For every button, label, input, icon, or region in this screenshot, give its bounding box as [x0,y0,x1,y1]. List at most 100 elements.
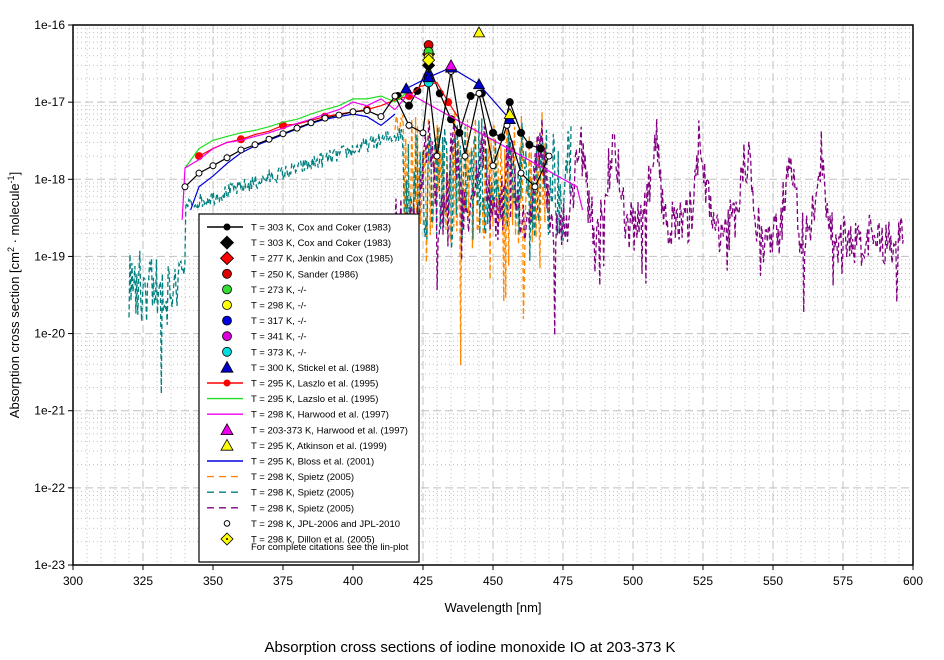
data-point [237,135,245,144]
data-point [422,53,436,67]
data-point [545,152,553,160]
data-point [472,26,486,38]
legend-label: T = 273 K, -/- [251,285,307,296]
y-tick-label: 1e-22 [34,481,65,495]
y-axis-label-part: · molecule [7,183,22,247]
legend-item: T = 273 K, -/- [222,284,307,296]
x-tick-label: 350 [203,574,223,588]
x-tick-label: 375 [273,574,293,588]
x-tick-label: 300 [63,574,83,588]
data-point [405,101,413,110]
legend-label: T = 250 K, Sander (1986) [251,269,358,280]
legend-label: T = 298 K, JPL-2006 and JPL-2010 [251,519,400,530]
legend-item: T = 295 K, Bloss et al. (2001) [207,457,374,468]
y-tick-label: 1e-21 [34,404,65,418]
y-tick-label: 1e-17 [34,95,65,109]
legend-item: T = 317 K, -/- [222,315,307,327]
legend-label: T = 303 K, Cox and Coker (1983) [251,238,391,249]
x-tick-label: 475 [553,574,573,588]
data-point [349,108,357,116]
legend-item: T = 277 K, Jenkin and Cox (1985) [219,251,393,266]
legend-item: T = 341 K, -/- [222,331,307,343]
legend-swatch-marker [222,268,232,279]
legend-item: T = 373 K, -/- [222,346,307,358]
x-tick-label: 325 [133,574,153,588]
plot-area [128,26,905,394]
legend-item: T = 250 K, Sander (1986) [222,268,358,280]
data-point [181,183,189,191]
x-axis-label: Wavelength [nm] [444,600,541,615]
y-axis: 1e-16 1e-17 1e-18 1e-19 1e-20 1e-21 1e-22 1e-23 [34,18,73,572]
data-point [461,152,469,160]
data-point [433,152,441,160]
y-tick-label: 1e-19 [34,249,65,263]
data-point [251,141,259,149]
data-point [503,107,516,119]
series-line [184,71,550,188]
y-axis-label-part: Absorption cross section [cm [7,252,22,418]
legend-label: T = 298 K, Spietz (2005) [251,503,354,514]
series-line [394,119,905,336]
legend-item: T = 203-373 K, Harwood et al. (1997) [220,422,408,436]
data-point [444,59,458,71]
x-tick-label: 400 [343,574,363,588]
y-tick-label: 1e-20 [34,327,65,341]
legend-swatch-marker [223,379,231,387]
legend-swatch-marker [222,284,232,295]
legend-swatch-marker [222,315,232,326]
legend-item: T = 300 K, Stickel et al. (1988) [220,360,379,374]
data-point [391,92,399,100]
data-point [475,89,483,97]
data-point [293,124,301,132]
legend-label: T = 298 K, Spietz (2005) [251,488,354,499]
data-point [505,98,514,107]
legend-swatch-marker [219,251,235,266]
legend-item: T = 295 K, Atkinson et al. (1999) [220,438,387,452]
series-line [190,113,396,211]
y-axis-label-part: -1 [6,175,16,183]
legend-swatch-marker [222,331,232,342]
legend-swatch-marker [220,422,234,436]
data-point [525,140,534,149]
data-point [489,128,497,137]
x-tick-label: 525 [693,574,713,588]
y-axis-label-part: 2 [6,247,16,252]
data-point [413,86,422,95]
legend-swatch-marker [223,223,231,231]
legend-item: T = 303 K, Cox and Coker (1983) [207,223,391,234]
legend-swatch-marker [222,346,232,357]
data-point [265,135,273,143]
legend-item: T = 298 K, Spietz (2005) [207,472,354,483]
legend-swatch-marker [222,300,232,310]
data-point [531,183,539,191]
data-point [307,119,315,127]
legend-label: T = 295 K, Laszlo et al. (1995) [251,379,378,390]
data-point [321,114,329,122]
legend-label: T = 373 K, -/- [251,347,307,358]
legend-swatch-marker [220,438,234,451]
legend-label: T = 203-373 K, Harwood et al. (1997) [251,425,408,436]
legend-box [198,213,420,563]
legend-label: T = 295 K, Atkinson et al. (1999) [251,441,387,452]
chart-title: Absorption cross sections of iodine mono… [264,639,675,656]
x-tick-label: 425 [413,574,433,588]
legend-item: T = 298 K, Dillon et al. (2005) [220,532,375,546]
legend-note: For complete citations see the lin-plot [251,542,409,553]
data-point [363,106,371,114]
legend-item: T = 298 K, Harwood et al. (1997) [207,410,389,421]
data-point [422,70,435,83]
legend-item: T = 298 K, -/- [222,300,307,312]
legend-label: T = 341 K, -/- [251,332,307,343]
legend-label: T = 317 K, -/- [251,316,307,327]
legend-swatch-marker [223,520,231,527]
legend: T = 303 K, Cox and Coker (1983) T = 303 K… [198,213,420,563]
data-point [209,162,217,170]
data-point [472,78,486,90]
legend-swatch-marker [219,235,235,250]
x-tick-label: 575 [833,574,853,588]
data-point [489,162,497,170]
y-axis-label-part: ] [7,172,22,176]
legend-item: T = 295 K, Laszlo et al. (1995) [207,379,378,390]
data-point [517,169,525,177]
legend-label: T = 300 K, Stickel et al. (1988) [251,363,379,374]
